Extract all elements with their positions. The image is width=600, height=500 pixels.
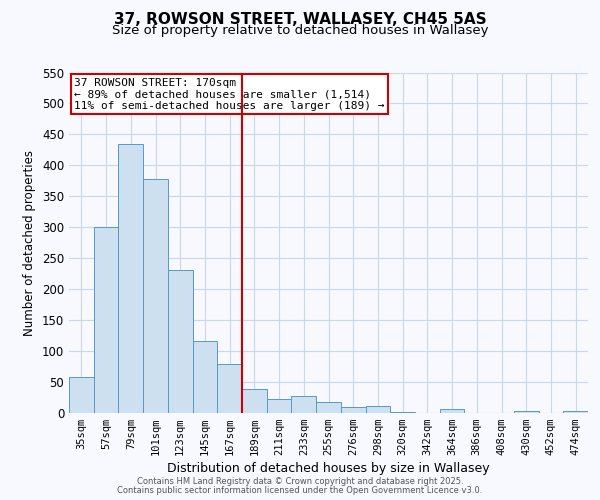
Text: Contains public sector information licensed under the Open Government Licence v3: Contains public sector information licen…: [118, 486, 482, 495]
Bar: [267, 399, 292, 412]
Bar: [440, 410, 464, 412]
X-axis label: Distribution of detached houses by size in Wallasey: Distribution of detached houses by size …: [167, 462, 490, 475]
Bar: [143, 179, 168, 412]
Bar: [292, 396, 316, 412]
Bar: [341, 407, 365, 412]
Y-axis label: Number of detached properties: Number of detached properties: [23, 150, 37, 336]
Text: Size of property relative to detached houses in Wallasey: Size of property relative to detached ho…: [112, 24, 488, 37]
Bar: [94, 227, 118, 412]
Bar: [316, 402, 341, 412]
Text: 37, ROWSON STREET, WALLASEY, CH45 5AS: 37, ROWSON STREET, WALLASEY, CH45 5AS: [113, 12, 487, 28]
Bar: [365, 406, 390, 412]
Bar: [118, 144, 143, 412]
Bar: [168, 270, 193, 412]
Bar: [217, 364, 242, 412]
Text: Contains HM Land Registry data © Crown copyright and database right 2025.: Contains HM Land Registry data © Crown c…: [137, 477, 463, 486]
Bar: [242, 389, 267, 412]
Bar: [193, 342, 217, 412]
Text: 37 ROWSON STREET: 170sqm
← 89% of detached houses are smaller (1,514)
11% of sem: 37 ROWSON STREET: 170sqm ← 89% of detach…: [74, 78, 385, 111]
Bar: [69, 378, 94, 412]
